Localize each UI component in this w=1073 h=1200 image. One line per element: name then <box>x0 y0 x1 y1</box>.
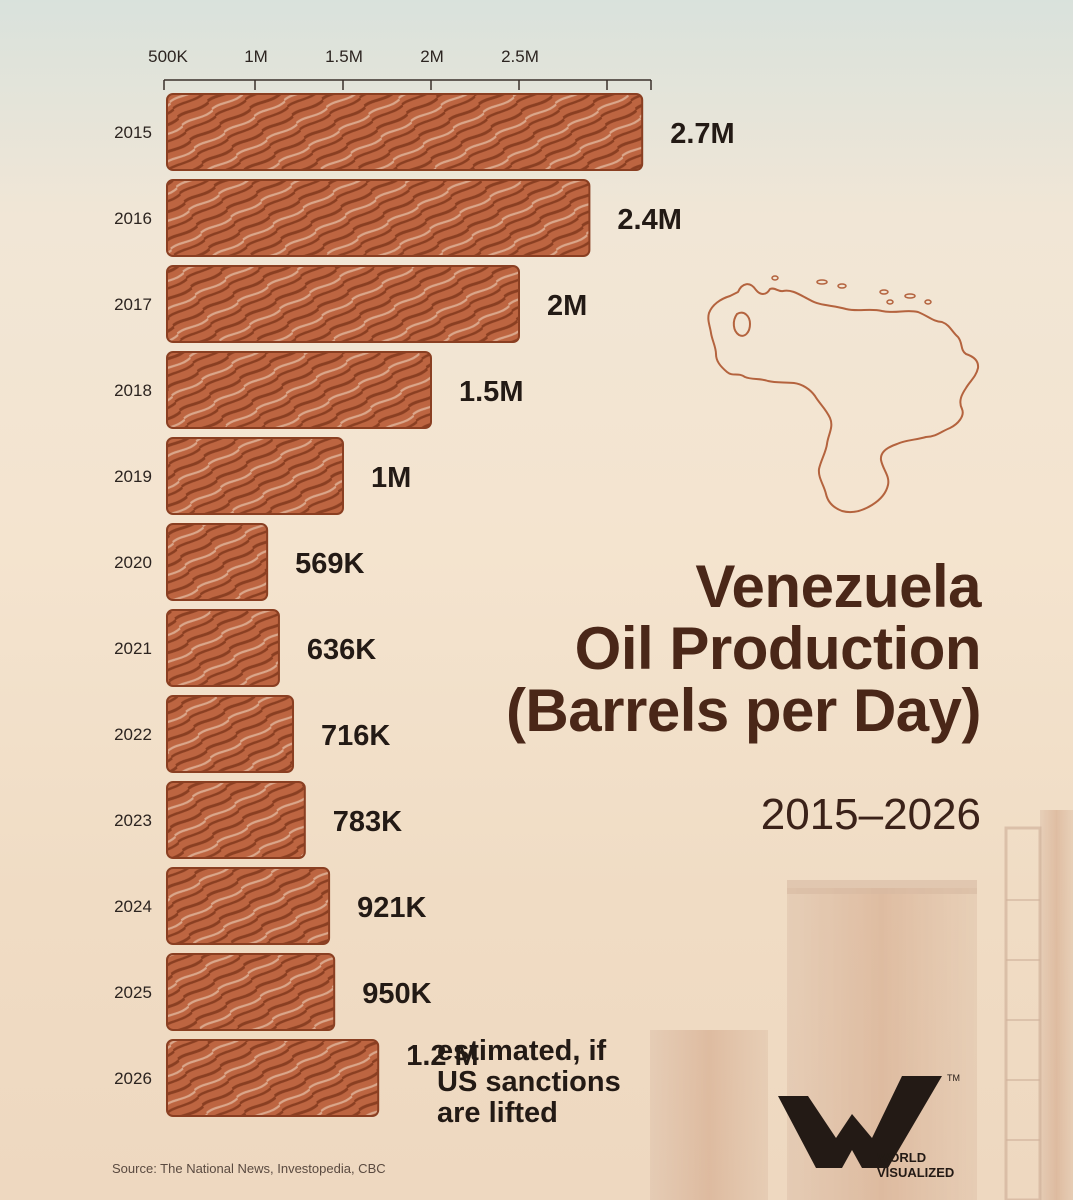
map-island-icon <box>771 275 779 281</box>
value-label-2017: 2M <box>547 290 587 322</box>
value-label-2016: 2.4M <box>617 204 681 236</box>
title-line-2: Oil Production <box>574 615 982 682</box>
value-label-2024: 921K <box>357 892 426 924</box>
value-label-2025: 950K <box>362 978 431 1010</box>
bar-2019 <box>166 437 344 515</box>
x-tick-label: 500K <box>148 47 188 66</box>
map-island-icon <box>886 299 894 305</box>
title-line-3: (Barrels per Day) <box>505 677 982 744</box>
bar-2021 <box>166 609 280 687</box>
value-labels: 2.7M 2.4M 2M 1.5M 1M 569K 636K 716K 783K 921K 950K… <box>295 118 735 1072</box>
bar-2024 <box>166 867 331 945</box>
year-labels: 2015 2016 2017 2018 2019 2020 2021 2022 2023 2024… <box>114 123 152 1088</box>
year-label-2015: 2015 <box>114 123 152 142</box>
title-line-1: Venezuela <box>695 553 981 620</box>
year-label-2022: 2022 <box>114 725 152 744</box>
map-island-icon <box>837 283 847 289</box>
estimate-note: estimated, if US sanctions are lifted <box>437 1036 621 1129</box>
year-label-2025: 2025 <box>114 983 152 1002</box>
x-tick-label: 2.5M <box>501 47 539 66</box>
bar-2025 <box>166 953 336 1031</box>
bar-2022 <box>166 695 295 773</box>
year-label-2018: 2018 <box>114 381 152 400</box>
year-label-2023: 2023 <box>114 811 152 830</box>
logo-text: WORLD VISUALIZED <box>877 1150 954 1180</box>
x-tick-label: 1.5M <box>325 47 363 66</box>
value-label-2021: 636K <box>307 634 376 666</box>
bar-2018 <box>166 351 432 429</box>
year-label-2017: 2017 <box>114 295 152 314</box>
x-tick-label: 2M <box>420 47 444 66</box>
world-visualized-logo-icon <box>778 1076 942 1168</box>
bar-2026 <box>166 1039 380 1117</box>
bar-2015 <box>166 93 644 171</box>
chart-title: Venezuela Oil Production (Barrels per Da… <box>505 553 982 744</box>
bar-2020 <box>166 523 269 601</box>
chart-subtitle: 2015–2026 <box>760 790 981 839</box>
note-line-2: US sanctions <box>437 1066 621 1098</box>
year-label-2021: 2021 <box>114 639 152 658</box>
value-label-2015: 2.7M <box>670 118 734 150</box>
trademark-mark: TM <box>947 1073 960 1083</box>
logo-text-line-1: WORLD <box>877 1150 927 1165</box>
map-island-icon <box>816 279 828 285</box>
value-label-2019: 1M <box>371 462 411 494</box>
map-island-icon <box>879 289 889 295</box>
value-label-2020: 569K <box>295 548 364 580</box>
note-line-1: estimated, if <box>437 1035 607 1067</box>
x-axis: 500K 1M 1.5M 2M 2.5M <box>148 47 652 90</box>
value-label-2023: 783K <box>333 806 402 838</box>
venezuela-map-icon <box>707 275 980 514</box>
value-label-2022: 716K <box>321 720 390 752</box>
map-island-icon <box>924 299 932 305</box>
note-line-3: are lifted <box>437 1097 558 1129</box>
year-label-2026: 2026 <box>114 1069 152 1088</box>
year-label-2020: 2020 <box>114 553 152 572</box>
bar-2017 <box>166 265 520 343</box>
year-label-2024: 2024 <box>114 897 152 916</box>
source-note: Source: The National News, Investopedia,… <box>112 1161 386 1176</box>
bar-2023 <box>166 781 306 859</box>
logo-text-line-2: VISUALIZED <box>877 1165 955 1180</box>
map-island-icon <box>904 293 916 299</box>
year-label-2016: 2016 <box>114 209 152 228</box>
value-label-2018: 1.5M <box>459 376 523 408</box>
value-label-2026: 1.2 M <box>406 1040 479 1072</box>
bars <box>166 93 644 1117</box>
bar-2016 <box>166 179 591 257</box>
year-label-2019: 2019 <box>114 467 152 486</box>
x-tick-label: 1M <box>244 47 268 66</box>
